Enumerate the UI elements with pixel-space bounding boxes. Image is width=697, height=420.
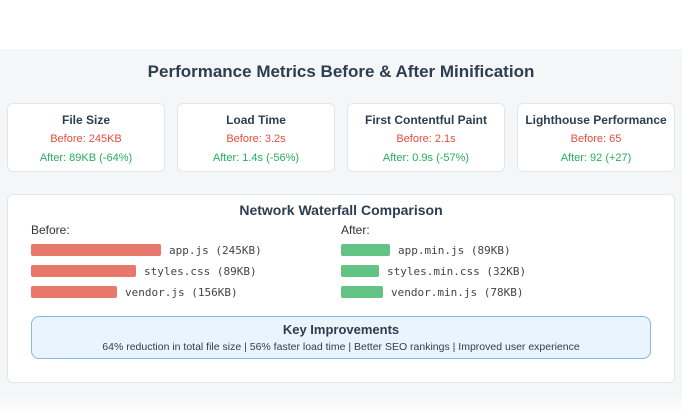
before-column-label: Before: <box>31 223 70 237</box>
waterfall-panel: Network Waterfall Comparison Before: app… <box>7 194 675 383</box>
before-bar-app-js <box>31 244 161 256</box>
metric-after-value: After: 89KB (-64%) <box>39 152 133 164</box>
waterfall-bar-row: styles.min.css (32KB) <box>341 264 651 278</box>
before-bar-label: app.js (245KB) <box>169 243 262 257</box>
waterfall-bar-row: vendor.js (156KB) <box>31 285 341 299</box>
metric-title: Load Time <box>226 113 286 127</box>
after-bar-app-min-js <box>341 244 390 256</box>
key-improvements-title: Key Improvements <box>282 322 400 337</box>
after-bar-label: app.min.js (89KB) <box>398 243 511 257</box>
waterfall-heading: Network Waterfall Comparison <box>239 202 443 218</box>
metric-card-load-time: Load Time Before: 3.2s After: 1.4s (-56%… <box>177 103 335 172</box>
before-bar-styles-css <box>31 265 136 277</box>
metric-after-value: After: 1.4s (-56%) <box>212 152 300 164</box>
before-bar-vendor-js <box>31 286 117 298</box>
waterfall-after-column: After: app.min.js (89KB) styles.min.css … <box>341 223 651 307</box>
waterfall-columns: Before: app.js (245KB) styles.css (89KB)… <box>8 223 674 307</box>
page-content: Performance Metrics Before & After Minif… <box>0 49 682 383</box>
metric-after-value: After: 92 (+27) <box>560 152 632 164</box>
waterfall-bar-row: app.js (245KB) <box>31 243 341 257</box>
page-background-fade <box>0 395 682 415</box>
metric-title: Lighthouse Performance <box>525 113 667 127</box>
metric-after-value: After: 0.9s (-57%) <box>382 152 470 164</box>
metric-before-value: Before: 65 <box>570 133 622 145</box>
waterfall-bar-row: vendor.min.js (78KB) <box>341 285 651 299</box>
metric-cards-row: File Size Before: 245KB After: 89KB (-64… <box>7 103 675 172</box>
after-bar-vendor-min-js <box>341 286 383 298</box>
metric-title: First Contentful Paint <box>365 113 487 127</box>
metric-before-value: Before: 3.2s <box>226 133 286 145</box>
metric-before-value: Before: 245KB <box>50 133 122 145</box>
metric-card-lighthouse-performance: Lighthouse Performance Before: 65 After:… <box>517 103 675 172</box>
page-title: Performance Metrics Before & After Minif… <box>147 62 535 81</box>
key-improvements-text: 64% reduction in total file size | 56% f… <box>102 341 580 353</box>
after-bar-label: vendor.min.js (78KB) <box>391 285 524 299</box>
metric-before-value: Before: 2.1s <box>396 133 456 145</box>
metric-card-first-contentful-paint: First Contentful Paint Before: 2.1s Afte… <box>347 103 505 172</box>
after-bar-label: styles.min.css (32KB) <box>387 264 527 278</box>
after-bar-styles-min-css <box>341 265 379 277</box>
before-bar-label: styles.css (89KB) <box>144 264 257 278</box>
before-bar-label: vendor.js (156KB) <box>125 285 238 299</box>
metric-title: File Size <box>61 113 111 127</box>
waterfall-bar-row: styles.css (89KB) <box>31 264 341 278</box>
key-improvements-box: Key Improvements 64% reduction in total … <box>31 316 651 359</box>
metric-card-file-size: File Size Before: 245KB After: 89KB (-64… <box>7 103 165 172</box>
waterfall-before-column: Before: app.js (245KB) styles.css (89KB)… <box>31 223 341 307</box>
after-column-label: After: <box>341 223 370 237</box>
waterfall-bar-row: app.min.js (89KB) <box>341 243 651 257</box>
